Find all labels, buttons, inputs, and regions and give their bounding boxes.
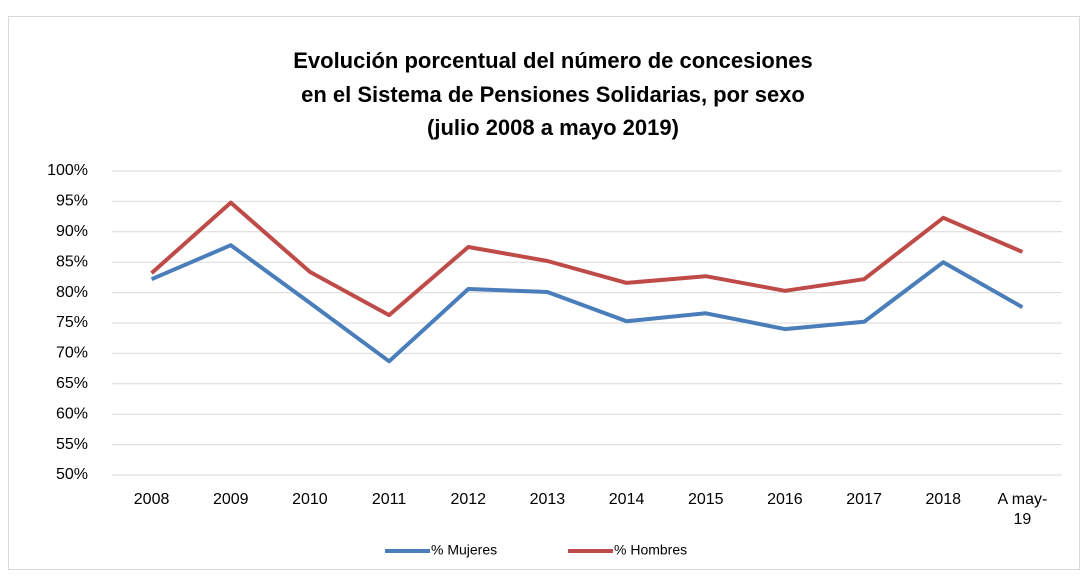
x-tick-label: 2013 — [529, 491, 566, 508]
chart-title: (julio 2008 a mayo 2019) — [427, 115, 679, 140]
x-tick-label: 2008 — [133, 491, 170, 508]
y-tick-label: 60% — [56, 405, 88, 422]
x-tick-label: 2018 — [925, 491, 962, 508]
y-tick-label: 90% — [56, 223, 88, 240]
y-tick-label: 70% — [56, 345, 88, 362]
x-tick-label: 2012 — [450, 491, 487, 508]
chart-title: Evolución porcentual del número de conce… — [293, 48, 813, 73]
x-tick-label: 2016 — [767, 491, 803, 508]
y-tick-label: 65% — [56, 375, 88, 392]
x-tick-label: A may-19 — [997, 491, 1048, 528]
x-tick-label: 2011 — [371, 491, 407, 508]
y-tick-label: 50% — [56, 466, 88, 483]
x-tick-label: 2014 — [608, 491, 645, 508]
series-line — [150, 243, 1024, 364]
series-line — [150, 200, 1024, 318]
x-tick-label: 2010 — [292, 491, 328, 508]
x-tick-label: 2009 — [212, 491, 249, 508]
legend-label: % Mujeres — [431, 542, 497, 558]
legend-label: % Hombres — [614, 542, 687, 558]
chart-title: en el Sistema de Pensiones Solidarias, p… — [301, 82, 805, 107]
y-tick-label: 95% — [56, 193, 88, 210]
y-tick-label: 100% — [47, 162, 88, 179]
y-tick-label: 55% — [56, 436, 88, 453]
y-tick-label: 85% — [56, 253, 88, 270]
y-tick-label: 75% — [56, 314, 88, 331]
y-tick-label: 80% — [56, 284, 88, 301]
x-tick-label: 2015 — [687, 491, 724, 508]
x-tick-label: 2017 — [846, 491, 882, 508]
